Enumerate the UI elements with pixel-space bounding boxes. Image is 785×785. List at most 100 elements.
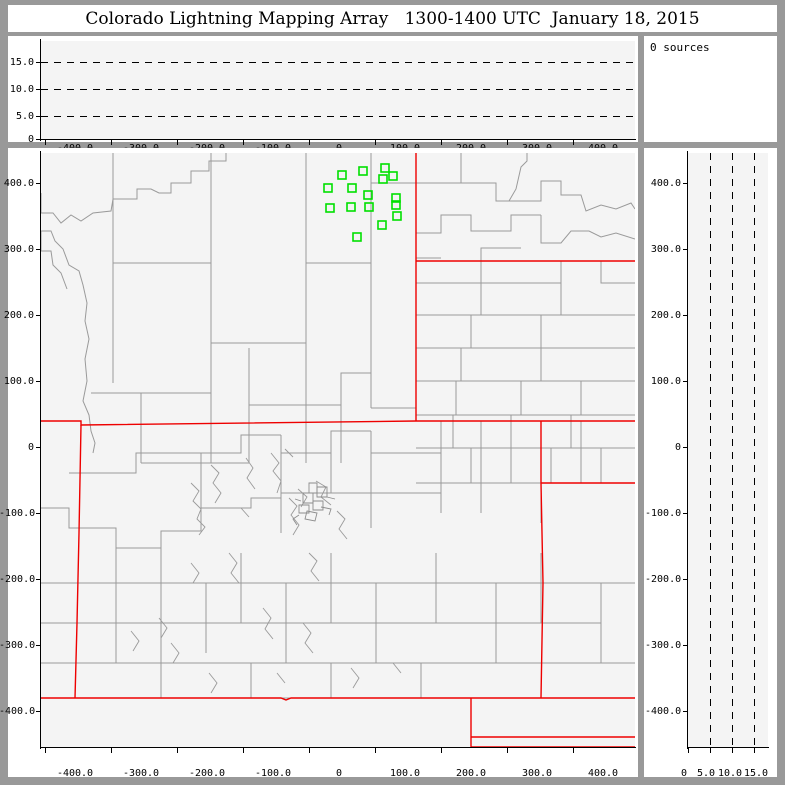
- altitude-north-south-plot-area[interactable]: [688, 153, 768, 747]
- right-x-tick: [710, 748, 711, 753]
- map-y-tick-label: 100.0: [3, 376, 34, 387]
- right-y-tick-label: 300.0: [650, 244, 681, 255]
- plan-view-map-plot-area[interactable]: [41, 153, 635, 747]
- map-y-tick: [36, 513, 41, 514]
- right-x-tick: [688, 748, 689, 753]
- right-y-tick: [683, 315, 688, 316]
- top-x-tick: [507, 140, 508, 145]
- source-marker: [392, 211, 402, 221]
- map-x-tick-label: 400.0: [587, 768, 619, 779]
- top-x-tick: [309, 140, 310, 145]
- source-marker: [391, 200, 401, 210]
- denver-metro-detail: [292, 482, 336, 526]
- source-marker: [325, 203, 335, 213]
- top-y-tick: [36, 116, 41, 117]
- map-x-tick: [573, 748, 574, 753]
- right-x-tick: [754, 748, 755, 753]
- gridlines-vertical: [710, 153, 755, 747]
- map-canvas: [41, 153, 635, 747]
- map-x-tick-label: -400.0: [56, 768, 94, 779]
- right-x-tick-label: 0: [680, 768, 688, 779]
- map-y-tick: [36, 183, 41, 184]
- map-y-tick: [36, 315, 41, 316]
- top-plot-x-axis: [40, 139, 636, 140]
- source-marker: [347, 183, 357, 193]
- map-y-tick: [36, 447, 41, 448]
- map-x-axis: [40, 747, 636, 748]
- right-x-tick-label: 5.0: [696, 768, 716, 779]
- altitude-east-west-plot-area[interactable]: [41, 41, 635, 139]
- source-marker: [346, 202, 356, 212]
- top-y-tick-label: 5.0: [15, 111, 34, 122]
- right-y-tick: [683, 447, 688, 448]
- map-x-tick: [243, 748, 244, 753]
- top-x-tick: [375, 140, 376, 145]
- right-x-tick-label: 15.0: [743, 768, 769, 779]
- top-x-tick: [177, 140, 178, 145]
- plan-view-map-panel[interactable]: 400.0 300.0 200.0 100.0 0 -100.0 -200.0 …: [0, 148, 638, 777]
- source-marker: [337, 170, 347, 180]
- top-y-tick: [36, 62, 41, 63]
- source-marker: [323, 183, 333, 193]
- right-y-tick: [683, 381, 688, 382]
- top-x-tick: [441, 140, 442, 145]
- map-x-tick: [111, 748, 112, 753]
- map-y-axis: [40, 151, 41, 749]
- right-y-axis: [687, 151, 688, 749]
- sources-info-panel: 0 sources: [644, 36, 777, 142]
- top-y-tick: [36, 139, 41, 140]
- top-y-tick-label: 15.0: [9, 57, 34, 68]
- right-y-tick: [683, 711, 688, 712]
- source-marker: [364, 202, 374, 212]
- colorado-county-boundaries: [41, 420, 635, 699]
- map-x-tick-label: -100.0: [254, 768, 292, 779]
- map-x-tick-label: -300.0: [122, 768, 160, 779]
- map-x-tick: [309, 748, 310, 753]
- map-x-tick-label: -200.0: [188, 768, 226, 779]
- right-y-tick-label: -200.0: [645, 574, 682, 585]
- source-marker: [380, 163, 390, 173]
- right-y-tick-label: 100.0: [650, 376, 681, 387]
- source-marker: [363, 190, 373, 200]
- right-y-tick-label: -100.0: [645, 508, 682, 519]
- map-y-tick-label: 200.0: [3, 310, 34, 321]
- altitude-north-south-panel[interactable]: 400.0 300.0 200.0 100.0 0 -100.0 -200.0 …: [644, 148, 777, 777]
- map-x-tick-label: 300.0: [521, 768, 553, 779]
- map-y-tick-label: -400.0: [0, 706, 36, 717]
- right-y-tick-label: -400.0: [645, 706, 682, 717]
- map-y-tick-label: 400.0: [3, 178, 34, 189]
- right-y-tick-label: 200.0: [650, 310, 681, 321]
- map-y-tick: [36, 579, 41, 580]
- county-boundaries: [41, 153, 416, 464]
- altitude-east-west-panel[interactable]: 15.0 10.0 5.0 0: [8, 36, 638, 145]
- map-x-tick-label: 0: [335, 768, 343, 779]
- terrain-detail: [130, 448, 402, 694]
- map-y-tick-label: 0: [27, 442, 34, 453]
- right-y-tick: [683, 183, 688, 184]
- map-x-tick: [441, 748, 442, 753]
- map-y-tick-label: -300.0: [0, 640, 36, 651]
- state-borders: [41, 153, 635, 747]
- top-plot-y-axis: [40, 39, 41, 141]
- title-bar: Colorado Lightning Mapping Array 1300-14…: [8, 5, 777, 32]
- page-title: Colorado Lightning Mapping Array 1300-14…: [85, 8, 700, 29]
- gridlines-horizontal: [41, 62, 635, 117]
- map-x-tick: [507, 748, 508, 753]
- right-y-tick: [683, 645, 688, 646]
- right-y-tick: [683, 513, 688, 514]
- top-x-tick: [111, 140, 112, 145]
- source-marker: [352, 232, 362, 242]
- right-x-axis: [687, 747, 769, 748]
- map-y-tick: [36, 381, 41, 382]
- county-boundaries-east: [416, 153, 635, 484]
- map-x-tick: [177, 748, 178, 753]
- map-x-tick-label: 200.0: [455, 768, 487, 779]
- source-markers: [323, 163, 402, 242]
- source-marker: [378, 174, 388, 184]
- top-x-tick: [243, 140, 244, 145]
- map-x-tick: [375, 748, 376, 753]
- map-x-tick-label: 100.0: [389, 768, 421, 779]
- right-y-tick-label: 0: [674, 442, 681, 453]
- map-y-tick: [36, 645, 41, 646]
- top-x-tick: [45, 140, 46, 145]
